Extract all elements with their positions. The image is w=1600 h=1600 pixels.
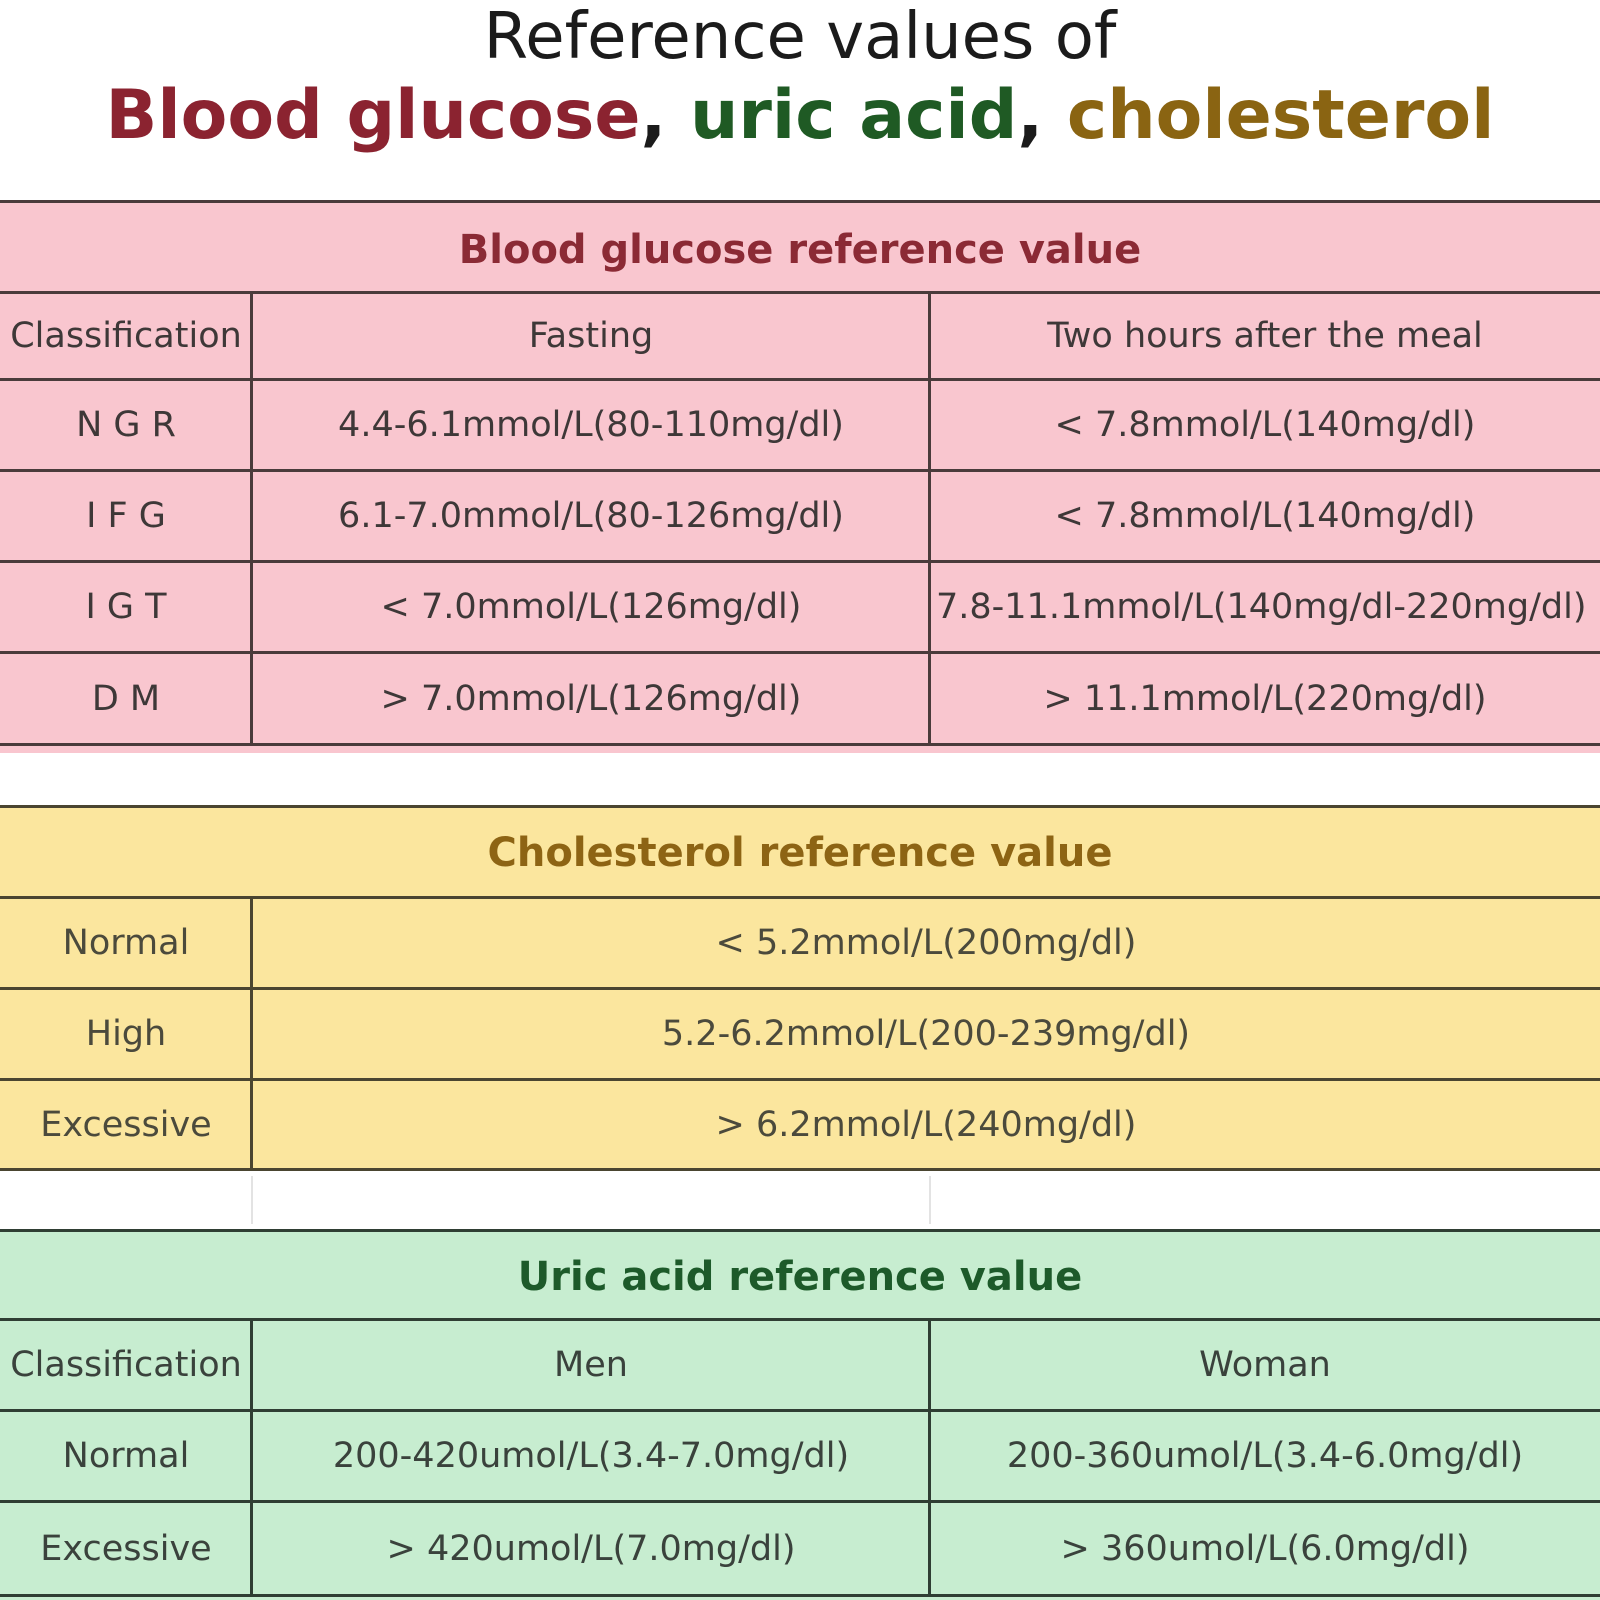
glucose-table: Blood glucose reference value Classifica… <box>0 200 1600 753</box>
column-header-classification: Classification <box>10 1345 242 1385</box>
table-border <box>0 987 1600 990</box>
page-subtitle: Blood glucose, uric acid, cholesterol <box>0 76 1600 156</box>
page-title: Reference values of <box>483 0 1117 74</box>
table-row-class: I G T <box>85 587 167 627</box>
table-row-after: < 7.8mmol/L(140mg/dl) <box>1054 405 1476 445</box>
table-row-woman: > 360umol/L(6.0mg/dl) <box>1060 1528 1470 1569</box>
table-row-class: Excessive <box>40 1528 212 1569</box>
table-row-fasting: < 7.0mmol/L(126mg/dl) <box>380 587 802 627</box>
table-border <box>0 1229 1600 1232</box>
table-border <box>0 651 1600 654</box>
table-border <box>0 1594 1600 1597</box>
table-border <box>0 560 1600 563</box>
table-border <box>0 1500 1600 1503</box>
table-row-class: Normal <box>62 923 190 963</box>
gap-divider <box>251 1176 253 1224</box>
cholesterol-table: Cholesterol reference value Normal < 5.2… <box>0 805 1600 1171</box>
table-border <box>0 469 1600 472</box>
column-divider <box>250 1318 253 1594</box>
table-row-fasting: 4.4-6.1mmol/L(80-110mg/dl) <box>338 405 844 445</box>
table-row-after: > 11.1mmol/L(220mg/dl) <box>1043 678 1487 719</box>
table-row-class: N G R <box>76 405 176 445</box>
table-row-class: D M <box>91 678 161 719</box>
table-row-value: > 6.2mmol/L(240mg/dl) <box>715 1105 1137 1145</box>
column-header-after-meal: Two hours after the meal <box>1047 316 1483 356</box>
table-row-fasting: 6.1-7.0mmol/L(80-126mg/dl) <box>338 496 844 536</box>
column-divider <box>250 291 253 743</box>
table-row-fasting: > 7.0mmol/L(126mg/dl) <box>380 678 802 719</box>
table-row-class: Excessive <box>40 1105 212 1145</box>
table-border <box>0 1168 1600 1171</box>
table-border <box>0 743 1600 746</box>
table-border <box>0 1409 1600 1412</box>
uric-acid-table: Uric acid reference value Classification… <box>0 1229 1600 1600</box>
column-header-classification: Classification <box>10 316 242 356</box>
title-part-uric-acid: uric acid <box>689 76 1018 155</box>
uric-acid-header: Uric acid reference value <box>517 1254 1083 1300</box>
table-row-value: < 5.2mmol/L(200mg/dl) <box>715 923 1137 963</box>
table-row-class: I F G <box>86 496 166 536</box>
table-border <box>0 896 1600 899</box>
column-header-woman: Woman <box>1199 1345 1331 1385</box>
table-row-after: < 7.8mmol/L(140mg/dl) <box>1054 496 1476 536</box>
table-row-men: > 420umol/L(7.0mg/dl) <box>386 1528 796 1569</box>
table-border <box>0 805 1600 808</box>
title-part-comma: , <box>1017 76 1067 155</box>
column-header-men: Men <box>554 1345 628 1385</box>
table-row-woman: 200-360umol/L(3.4-6.0mg/dl) <box>1006 1436 1524 1476</box>
gap-divider <box>929 1176 931 1224</box>
table-row-value: 5.2-6.2mmol/L(200-239mg/dl) <box>661 1014 1191 1054</box>
column-divider <box>928 1318 931 1594</box>
title-part-cholesterol: cholesterol <box>1066 76 1495 155</box>
title-part-blood-glucose: Blood glucose <box>105 76 641 155</box>
table-row-class: Normal <box>62 1436 190 1476</box>
table-row-men: 200-420umol/L(3.4-7.0mg/dl) <box>332 1436 850 1476</box>
title-part-comma: , <box>640 76 690 155</box>
table-row-class: High <box>85 1014 167 1054</box>
glucose-header: Blood glucose reference value <box>458 227 1142 273</box>
table-border <box>0 1078 1600 1081</box>
table-border <box>0 291 1600 294</box>
table-border <box>0 378 1600 381</box>
table-border <box>0 1318 1600 1321</box>
cholesterol-header: Cholesterol reference value <box>487 830 1113 876</box>
column-header-fasting: Fasting <box>528 316 654 356</box>
table-border <box>0 200 1600 203</box>
table-row-after: 7.8-11.1mmol/L(140mg/dl-220mg/dl) <box>936 587 1587 627</box>
column-divider <box>250 896 253 1168</box>
column-divider <box>928 291 931 743</box>
